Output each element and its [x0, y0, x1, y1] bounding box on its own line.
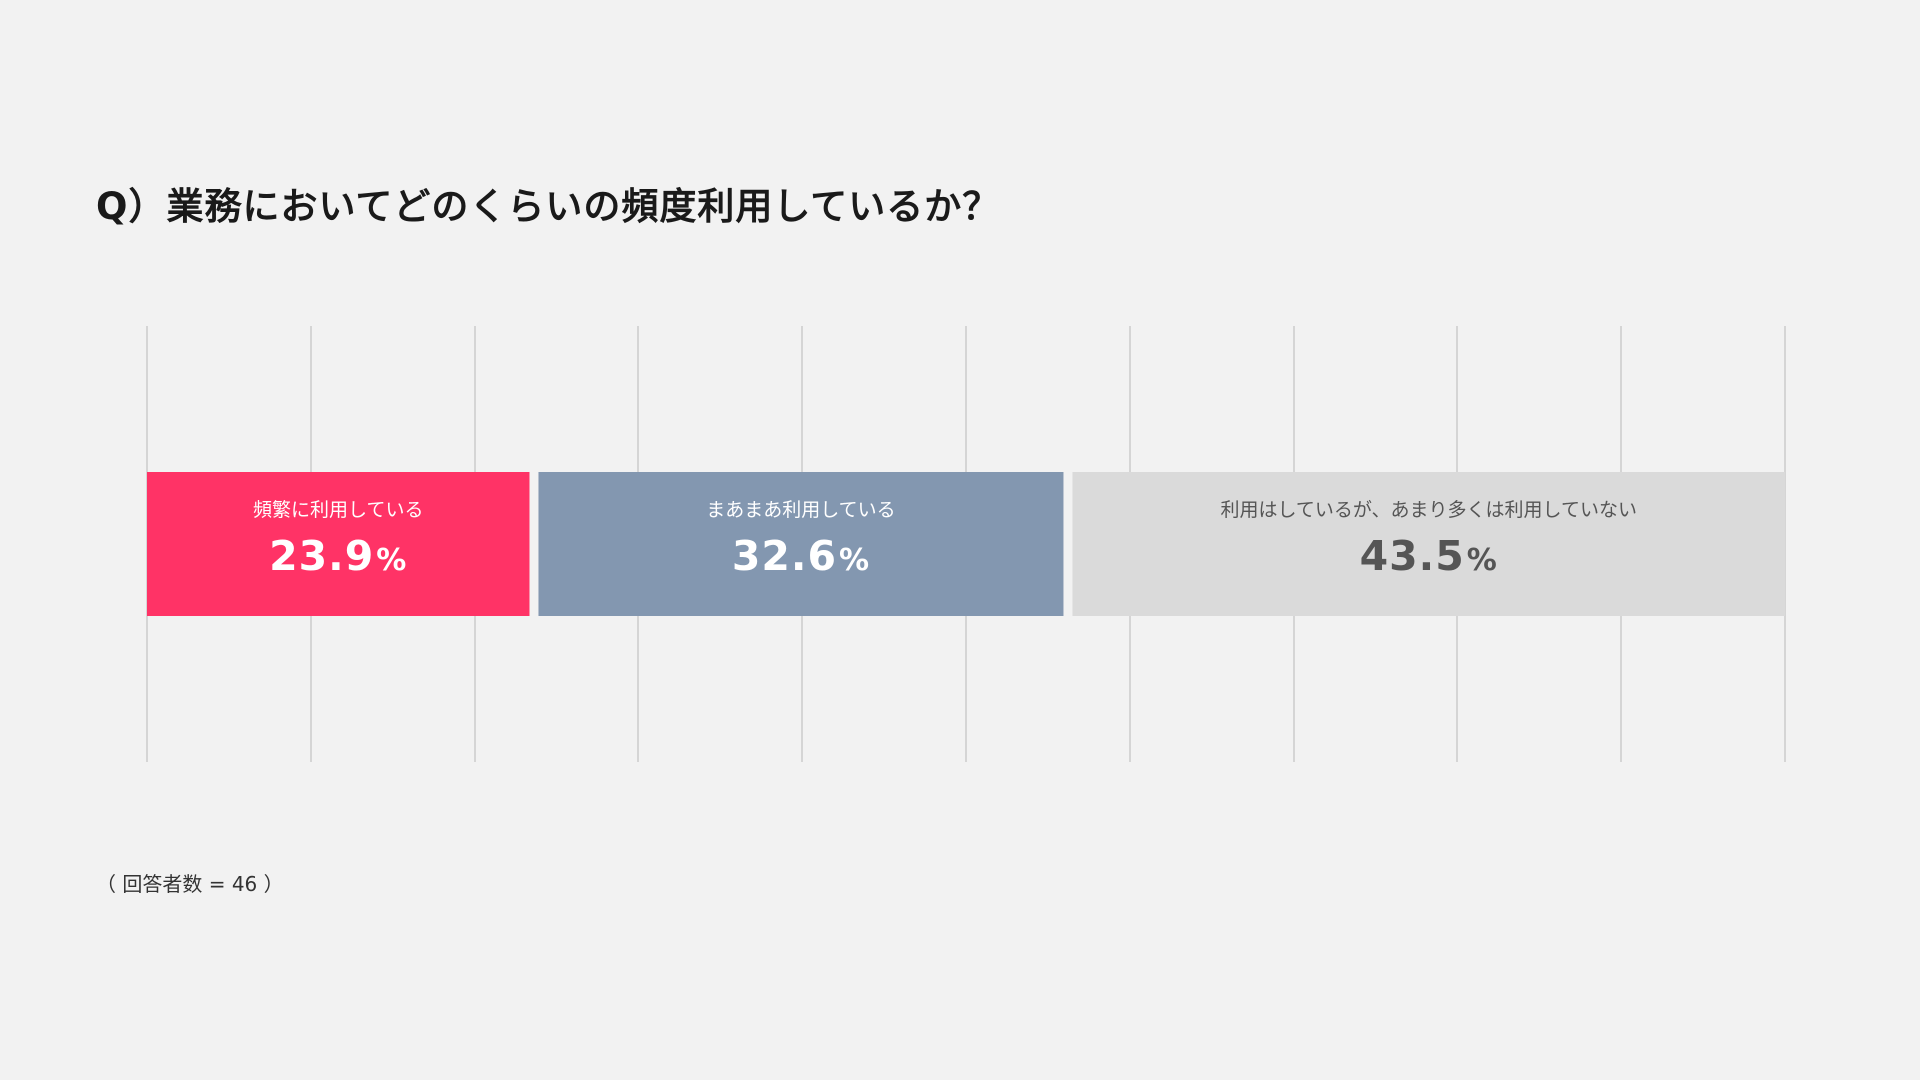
chart-canvas: [146, 326, 1786, 762]
bar-segment-2: [538, 472, 1064, 616]
respondent-count-note: （ 回答者数 = 46 ）: [96, 872, 284, 896]
bar-segment-3: [1072, 472, 1785, 616]
stacked-bar-chart: 頻繁に利用している 23.9% まあまあ利用している 32.6% 利用はしているが、あま…: [146, 326, 1786, 762]
question-title: Q）業務においてどのくらいの頻度利用しているか？: [96, 185, 1001, 228]
bar-segment-1: [147, 472, 530, 616]
